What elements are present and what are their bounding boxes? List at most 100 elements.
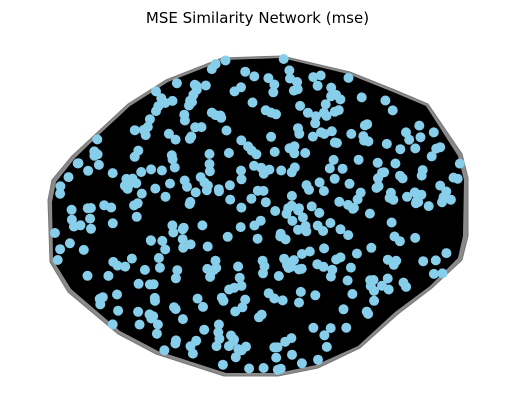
network-node	[325, 271, 336, 282]
network-node	[55, 244, 66, 255]
network-node	[157, 235, 168, 246]
network-node	[428, 127, 439, 138]
network-node	[377, 280, 387, 291]
network-node	[122, 183, 133, 194]
network-node	[107, 168, 118, 179]
network-node	[426, 151, 437, 162]
network-node	[112, 289, 122, 300]
network-node	[295, 100, 306, 111]
network-node	[146, 235, 156, 246]
chart-title: MSE Similarity Network (mse)	[145, 9, 370, 27]
network-node	[83, 165, 94, 176]
network-node	[297, 212, 308, 223]
network-node	[404, 134, 415, 145]
network-node	[385, 187, 396, 198]
network-node	[368, 275, 379, 285]
network-node	[151, 106, 161, 117]
network-node	[92, 134, 103, 145]
network-node	[82, 203, 93, 214]
network-node	[159, 345, 170, 356]
network-node	[234, 272, 245, 283]
network-node	[244, 363, 255, 374]
network-node	[233, 344, 244, 355]
network-node	[326, 126, 337, 137]
network-node	[278, 54, 289, 64]
network-node	[129, 151, 140, 162]
network-node	[66, 214, 77, 225]
network-node	[179, 175, 190, 186]
network-node	[195, 172, 206, 183]
network-node	[382, 273, 393, 284]
network-node	[286, 190, 297, 201]
network-node	[353, 154, 364, 165]
network-node	[304, 246, 315, 257]
network-node	[236, 165, 246, 176]
network-node	[93, 159, 104, 170]
network-node	[314, 207, 325, 218]
network-node	[448, 172, 459, 183]
network-node	[369, 295, 380, 306]
node-layer	[49, 54, 465, 375]
network-node	[363, 308, 374, 319]
network-node	[136, 167, 147, 177]
network-node	[168, 227, 179, 238]
network-node	[210, 59, 221, 69]
network-node	[388, 259, 399, 270]
network-node	[246, 193, 257, 204]
network-node	[302, 107, 313, 118]
network-node	[165, 178, 175, 189]
network-node	[402, 191, 412, 202]
network-node	[286, 333, 297, 344]
network-node	[140, 130, 151, 141]
network-node	[204, 149, 215, 159]
network-node	[107, 319, 118, 330]
network-node	[154, 262, 165, 273]
network-node	[204, 159, 215, 169]
network-node	[318, 261, 329, 272]
network-node	[49, 228, 60, 238]
network-node	[167, 95, 178, 106]
network-node	[284, 65, 295, 76]
network-node	[441, 248, 452, 259]
network-node	[351, 248, 362, 259]
network-node	[63, 172, 74, 183]
network-node	[210, 255, 221, 266]
network-node	[177, 314, 188, 325]
network-node	[55, 181, 66, 192]
network-node	[348, 202, 359, 213]
network-node	[129, 200, 140, 211]
network-node	[288, 85, 299, 96]
network-node	[359, 120, 370, 131]
network-node	[151, 328, 162, 339]
network-node	[410, 143, 421, 154]
network-node	[103, 270, 114, 281]
network-node	[394, 236, 405, 247]
network-node	[235, 222, 246, 233]
network-node	[318, 226, 329, 236]
network-node	[390, 158, 401, 169]
network-node	[208, 265, 219, 276]
network-node	[178, 222, 189, 233]
network-node	[136, 188, 147, 199]
network-node	[230, 352, 241, 363]
network-node	[285, 73, 295, 84]
network-node	[310, 290, 321, 301]
network-node	[240, 66, 251, 77]
network-node	[307, 131, 318, 142]
network-node	[313, 354, 323, 365]
network-node	[131, 178, 142, 189]
network-node	[343, 72, 354, 83]
network-node	[356, 92, 367, 103]
network-node	[171, 78, 182, 89]
network-node	[55, 188, 66, 199]
network-node	[269, 146, 280, 157]
network-node	[236, 280, 247, 291]
network-node	[264, 164, 275, 175]
network-node	[417, 165, 428, 176]
network-node	[163, 128, 174, 139]
network-node	[66, 204, 77, 215]
network-node	[387, 105, 398, 116]
network-node	[294, 297, 304, 308]
network-node	[428, 268, 439, 279]
